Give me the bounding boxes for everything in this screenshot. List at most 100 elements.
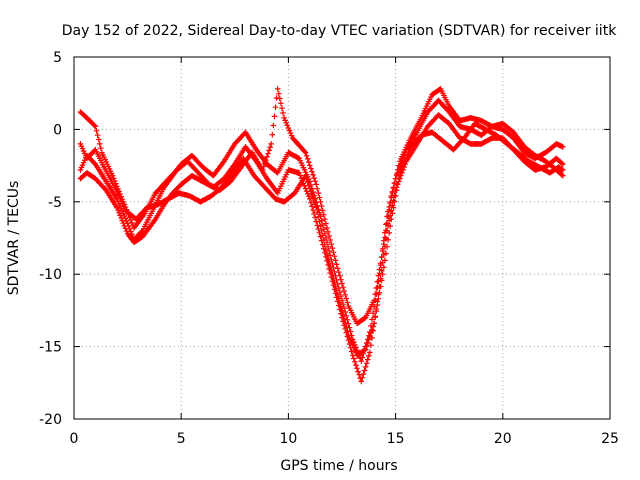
data-point xyxy=(377,260,384,267)
data-point xyxy=(342,292,348,298)
data-point xyxy=(384,243,390,250)
data-point xyxy=(378,277,385,284)
data-point xyxy=(362,364,369,370)
x-tick-label: 25 xyxy=(601,431,619,447)
data-point xyxy=(313,181,320,188)
data-point xyxy=(361,347,368,353)
data-point xyxy=(368,330,374,336)
data-point xyxy=(398,167,404,173)
data-point xyxy=(379,271,386,277)
data-point xyxy=(559,166,565,172)
data-point xyxy=(117,212,123,219)
x-tick-label: 0 xyxy=(70,431,79,447)
data-point xyxy=(323,246,329,253)
data-point xyxy=(349,342,356,348)
data-point xyxy=(402,157,408,163)
data-point xyxy=(346,334,353,341)
data-point xyxy=(328,241,335,247)
data-point xyxy=(260,163,267,170)
data-point xyxy=(372,291,378,297)
data-point xyxy=(388,216,395,222)
data-point xyxy=(267,144,273,150)
data-point xyxy=(309,168,315,175)
data-point xyxy=(123,228,130,234)
data-point xyxy=(287,130,294,136)
data-point xyxy=(308,165,314,172)
data-point xyxy=(285,125,292,131)
data-point xyxy=(122,225,129,232)
data-point xyxy=(384,220,390,227)
data-point xyxy=(378,254,385,260)
data-point xyxy=(311,198,317,204)
data-point xyxy=(341,316,347,322)
data-point xyxy=(270,122,277,129)
data-point xyxy=(319,232,326,239)
data-point xyxy=(282,117,288,124)
data-point xyxy=(306,193,312,200)
data-point xyxy=(390,184,397,191)
data-point xyxy=(311,175,317,181)
data-point xyxy=(345,332,352,338)
data-point xyxy=(315,214,322,220)
data-point xyxy=(370,310,376,316)
data-point xyxy=(369,316,375,323)
data-points xyxy=(77,86,566,385)
data-point xyxy=(337,273,343,279)
data-point xyxy=(377,283,384,290)
data-point xyxy=(274,86,281,92)
data-point xyxy=(312,214,318,221)
data-point xyxy=(304,179,311,185)
data-point xyxy=(374,279,381,285)
data-point xyxy=(315,190,322,196)
data-point xyxy=(404,151,411,158)
data-point xyxy=(332,283,339,290)
data-point xyxy=(271,113,278,120)
series-day-3 xyxy=(77,86,566,327)
data-point xyxy=(307,196,313,202)
data-point xyxy=(396,175,402,182)
x-tick-label: 5 xyxy=(177,431,186,447)
data-point xyxy=(304,190,311,197)
y-tick-label: 0 xyxy=(53,122,62,138)
data-point xyxy=(328,267,335,273)
data-point xyxy=(264,154,270,160)
data-point xyxy=(385,213,391,220)
data-point xyxy=(343,313,350,319)
data-point xyxy=(278,100,284,107)
data-point xyxy=(266,147,272,154)
data-point xyxy=(560,143,566,150)
plot-frame xyxy=(73,56,611,420)
data-point xyxy=(309,203,315,210)
data-point xyxy=(381,241,387,247)
data-point xyxy=(338,276,344,283)
data-point xyxy=(110,175,117,182)
data-point xyxy=(376,266,383,273)
data-point xyxy=(121,213,128,219)
data-point xyxy=(389,188,396,195)
data-point xyxy=(321,212,327,218)
data-point xyxy=(115,207,121,213)
data-point xyxy=(336,295,342,302)
data-point xyxy=(356,372,362,378)
data-point xyxy=(269,131,276,138)
data-point xyxy=(347,337,354,343)
data-point xyxy=(340,284,346,290)
x-tick-label: 15 xyxy=(387,431,405,447)
y-tick-label: -5 xyxy=(48,195,62,211)
data-point xyxy=(281,115,287,121)
data-point xyxy=(342,320,348,326)
data-point xyxy=(400,162,406,168)
data-point xyxy=(341,288,347,294)
data-point xyxy=(91,122,98,129)
data-point xyxy=(279,105,285,111)
y-tick-label: -20 xyxy=(39,412,62,428)
data-point xyxy=(391,192,398,199)
data-point xyxy=(262,160,268,167)
data-point xyxy=(284,122,291,129)
data-point xyxy=(314,209,321,215)
data-point xyxy=(353,362,359,368)
data-point xyxy=(343,324,350,330)
data-point xyxy=(283,120,290,126)
data-point xyxy=(323,220,329,227)
data-point xyxy=(351,355,357,362)
